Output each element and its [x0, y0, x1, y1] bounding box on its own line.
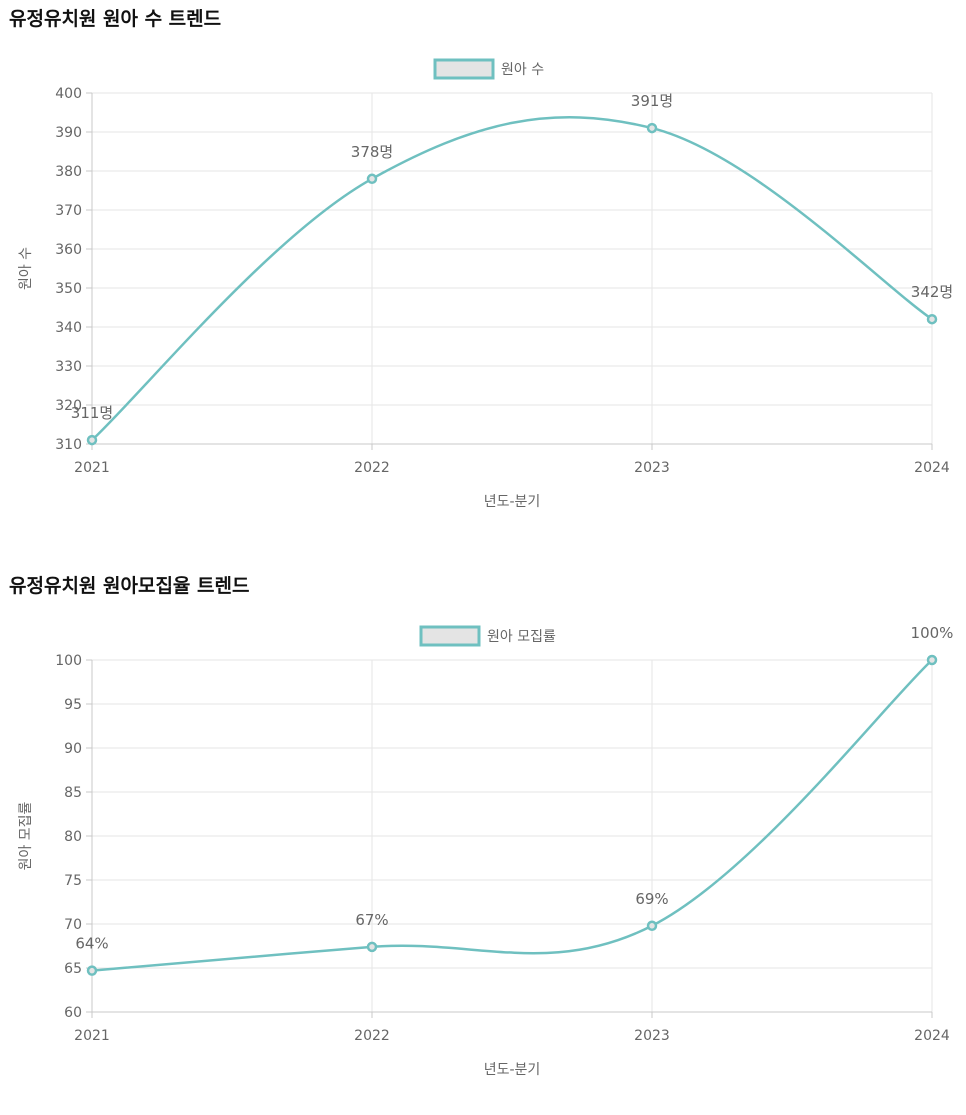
- data-label: 69%: [635, 890, 668, 908]
- y-tick-label: 320: [55, 398, 82, 414]
- data-label: 391명: [631, 92, 673, 110]
- x-tick-label: 2024: [914, 460, 950, 476]
- y-tick-label: 400: [55, 86, 82, 102]
- data-label: 100%: [911, 624, 954, 642]
- recruitment-rate-chart: 원아 모집률 60 65 70 75 80 85 90 95 100 2021 2022 2023 202…: [18, 624, 954, 1078]
- x-axis-title: 년도-분기: [484, 1062, 541, 1078]
- y-tick-label: 85: [64, 785, 82, 801]
- x-tick-label: 2021: [74, 460, 110, 476]
- y-tick-label: 360: [55, 242, 82, 258]
- y-tick-label: 100: [55, 653, 82, 669]
- data-point: [646, 122, 658, 134]
- data-point: [366, 173, 378, 185]
- data-point: [366, 941, 378, 953]
- series-line: [91, 659, 933, 972]
- data-point: [86, 434, 98, 446]
- enrollment-count-chart: 원아 수 310 320 330 340 350 360 370 380 390 400 2021 20…: [18, 58, 953, 510]
- y-tick-label: 340: [55, 320, 82, 336]
- legend-label: 원아 모집률: [487, 629, 556, 645]
- legend: 원아 수: [433, 58, 544, 80]
- recruitment-rate-chart-title: 유정유치원 원아모집율 트렌드: [9, 575, 250, 597]
- x-tick-label: 2022: [354, 460, 390, 476]
- data-point: [86, 965, 98, 976]
- y-tick-label: 65: [64, 961, 82, 977]
- y-tick-label: 330: [55, 359, 82, 375]
- data-point: [926, 313, 938, 325]
- legend-label: 원아 수: [501, 62, 544, 78]
- recruitment-rate-chart-section: 유정유치원 원아모집율 트렌드 원아 모집률 60 65 70 75 80 85 90 95 10…: [0, 565, 966, 1113]
- data-point: [646, 920, 658, 932]
- x-tick-label: 2023: [634, 1028, 670, 1044]
- x-axis-title: 년도-분기: [484, 494, 541, 510]
- y-tick-label: 350: [55, 281, 82, 297]
- y-tick-label: 310: [55, 437, 82, 453]
- legend-swatch: [419, 625, 481, 647]
- y-tick-label: 70: [64, 917, 82, 933]
- y-axis-title: 원아 수: [18, 247, 34, 290]
- y-tick-label: 95: [64, 697, 82, 713]
- y-tick-label: 75: [64, 873, 82, 889]
- x-tick-label: 2023: [634, 460, 670, 476]
- legend-swatch: [433, 58, 495, 80]
- y-tick-label: 370: [55, 203, 82, 219]
- data-label: 311명: [71, 404, 113, 422]
- data-label: 67%: [355, 911, 388, 929]
- enrollment-count-chart-section: 유정유치원 원아 수 트렌드 원아 수 310 320 330 340 350 360 370…: [0, 0, 966, 540]
- data-point: [926, 654, 938, 666]
- y-tick-label: 80: [64, 829, 82, 845]
- data-label: 378명: [351, 143, 393, 161]
- x-tick-label: 2021: [74, 1028, 110, 1044]
- y-tick-label: 390: [55, 125, 82, 141]
- y-tick-label: 380: [55, 164, 82, 180]
- enrollment-count-chart-title: 유정유치원 원아 수 트렌드: [9, 8, 222, 30]
- y-axis-title: 원아 모집률: [18, 801, 34, 870]
- y-tick-label: 60: [64, 1005, 82, 1021]
- legend: 원아 모집률: [419, 625, 556, 647]
- data-label: 342명: [911, 283, 953, 301]
- x-tick-label: 2022: [354, 1028, 390, 1044]
- data-label: 64%: [75, 935, 108, 953]
- y-tick-label: 90: [64, 741, 82, 757]
- series-line: [91, 116, 933, 442]
- x-tick-label: 2024: [914, 1028, 950, 1044]
